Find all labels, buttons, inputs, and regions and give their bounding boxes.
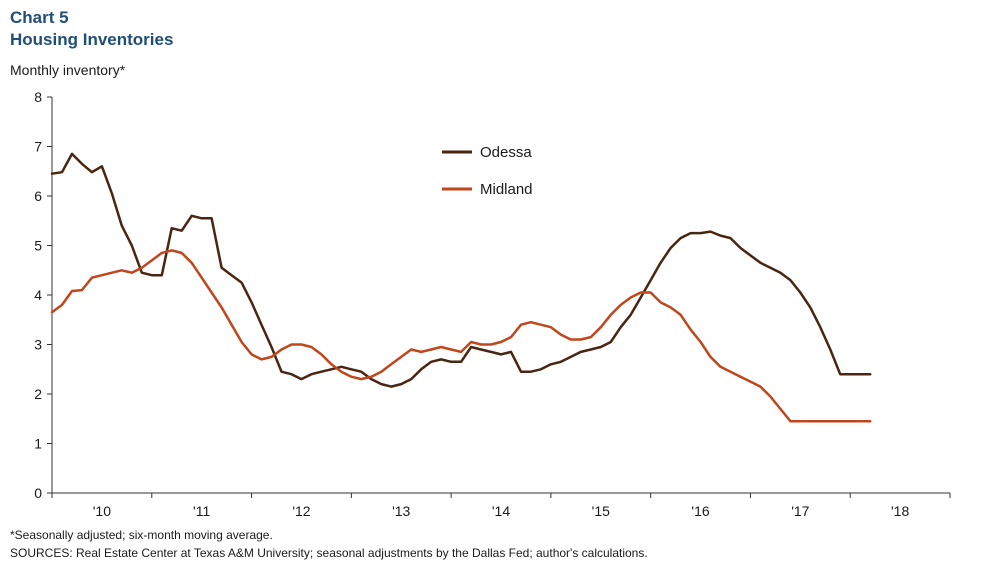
x-tick-label: '18 [891, 503, 909, 519]
y-tick-label: 6 [34, 188, 42, 204]
chart-title: Chart 5 Housing Inventories [10, 7, 173, 51]
y-tick-label: 4 [34, 287, 42, 303]
y-tick-label: 0 [34, 485, 42, 501]
series-layer [50, 152, 872, 423]
x-tick-label: '12 [292, 503, 310, 519]
x-tick-label: '16 [691, 503, 709, 519]
y-tick-label: 1 [34, 436, 42, 452]
x-tick-label: '10 [93, 503, 111, 519]
y-axis-title: Monthly inventory* [10, 62, 126, 78]
series-line-midland [50, 249, 872, 423]
legend-label-midland: Midland [480, 181, 533, 198]
x-tick-label: '13 [392, 503, 410, 519]
series-line-odessa [50, 152, 872, 388]
y-tick-label: 5 [34, 238, 42, 254]
x-tick-label: '15 [592, 503, 610, 519]
chart-heading: Housing Inventories [10, 30, 174, 49]
y-tick-label: 7 [34, 139, 42, 155]
legend-label-odessa: Odessa [480, 144, 532, 161]
axes: 0 1 2 3 4 5 6 7 8 '10 '11 '12 '13 '14 '15 '16 '17 '18 [34, 89, 951, 519]
footnotes: *Seasonally adjusted; six-month moving a… [10, 526, 648, 562]
footnote: *Seasonally adjusted; six-month moving a… [10, 528, 273, 542]
x-tick-label: '11 [193, 503, 210, 519]
legend: Odessa Midland [442, 144, 533, 198]
y-tick-label: 3 [34, 337, 42, 353]
y-tick-label: 2 [34, 386, 42, 402]
y-tick-label: 8 [34, 89, 42, 105]
sources-note: SOURCES: Real Estate Center at Texas A&M… [10, 546, 648, 560]
chart-number: Chart 5 [10, 8, 69, 27]
x-tick-label: '17 [791, 503, 809, 519]
x-tick-label: '14 [492, 503, 510, 519]
